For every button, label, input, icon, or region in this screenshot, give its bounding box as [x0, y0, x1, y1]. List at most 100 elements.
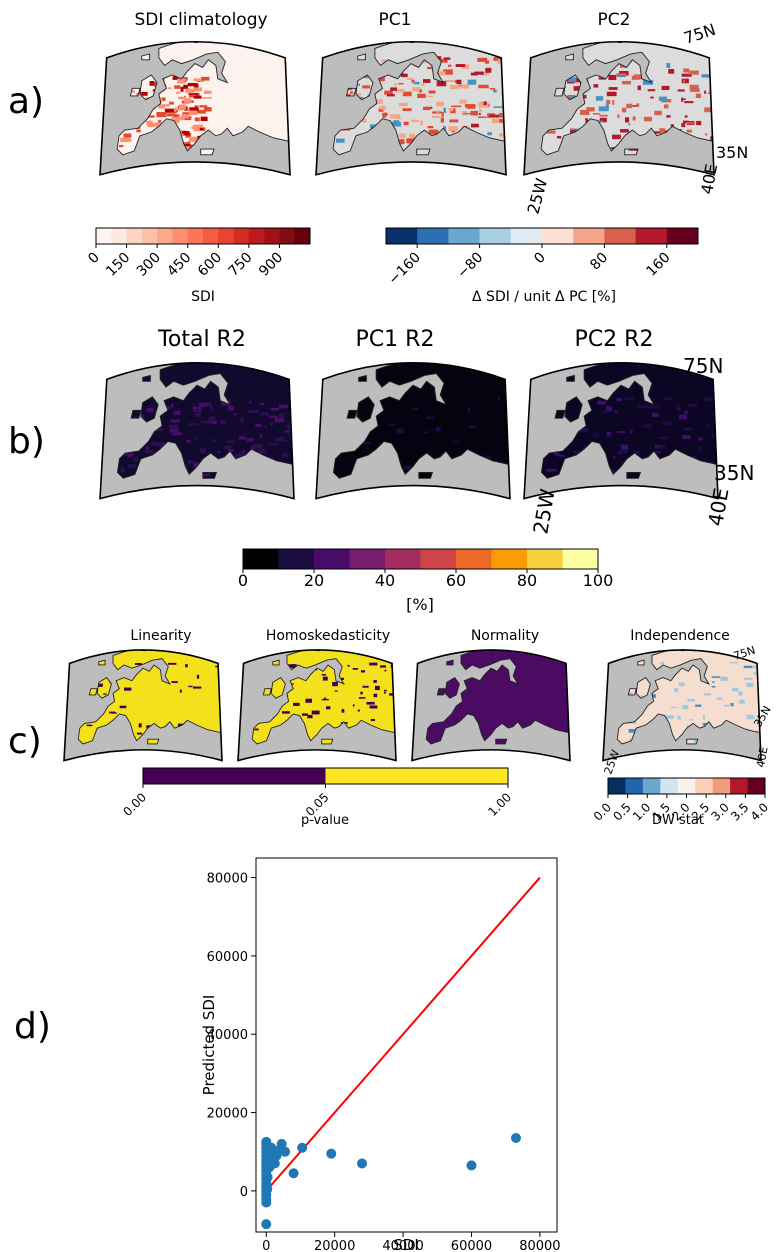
colorbar-tick-label: 40	[375, 571, 395, 590]
colorbar-tick-label: 0.0	[591, 800, 614, 823]
panel-label-a: a)	[8, 81, 44, 122]
colorbar-swatch	[243, 549, 279, 569]
colorbar-swatch	[294, 228, 311, 244]
scatter-xlabel: SDI	[393, 1236, 419, 1252]
colorbar-tick-label: 1.00	[485, 790, 514, 819]
colorbar-swatch	[279, 228, 296, 244]
colorbar-frame	[242, 548, 599, 570]
colorbar-swatch	[126, 228, 143, 244]
map-title-linearity: Linearity	[130, 628, 191, 644]
maps-row-b	[99, 362, 719, 500]
map-pc1	[315, 40, 507, 176]
scatter-point	[357, 1158, 368, 1169]
colorbar-swatch	[278, 549, 315, 569]
map-title-homoskedasticity: Homoskedasticity	[266, 628, 390, 644]
y-tick-label: 40000	[207, 1028, 248, 1043]
map-title-sdi-climatology: SDI climatology	[134, 10, 267, 30]
colorbar-tick-label: 0.00	[120, 790, 149, 819]
scatter-points	[261, 1133, 521, 1230]
colorbar-tick-label: 80	[517, 571, 537, 590]
x-tick-label: 40000	[382, 1239, 423, 1252]
colorbar-swatch	[712, 778, 731, 794]
panel-label-d: d)	[14, 1006, 51, 1047]
colorbar-tick-label: 600	[195, 250, 225, 280]
colorbar-tick-label: 160	[643, 250, 673, 280]
maps-row-c	[63, 649, 762, 762]
colorbar-swatch	[385, 549, 421, 569]
scatter-point	[269, 1158, 280, 1169]
scatter-point	[261, 1219, 272, 1230]
colorbar-swatch	[456, 549, 492, 569]
y-tick-label: 60000	[207, 950, 248, 965]
colorbar-swatch	[479, 228, 512, 244]
coord-label-75n-a: 75N	[681, 20, 718, 48]
colorbar-swatch	[96, 228, 112, 244]
x-tick-label: 20000	[314, 1239, 355, 1252]
colorbar-tick-label: 0.5	[610, 800, 633, 823]
colorbar-swatch	[187, 228, 204, 244]
colorbar-swatch	[527, 549, 563, 569]
colorbar-tick-label: 750	[225, 250, 255, 280]
map-title-independence: Independence	[630, 628, 730, 644]
colorbar-dw-label: DW stat	[652, 813, 704, 828]
scatter-point	[466, 1160, 477, 1171]
scatter-point	[276, 1138, 287, 1149]
colorbar-swatch	[510, 228, 543, 244]
colorbar-swatch	[248, 228, 265, 244]
colorbar-swatch	[562, 549, 599, 569]
coord-label-75n-b: 75N	[683, 354, 723, 378]
reference-line	[265, 876, 541, 1192]
colorbar-tick-label: 450	[164, 250, 194, 280]
colorbar-tick-label: 100	[583, 571, 614, 590]
scatter-point	[297, 1142, 308, 1153]
colorbar-p-value: 0.00 0.05 1.00	[120, 767, 514, 819]
map-pc2	[523, 40, 715, 176]
map-clim	[99, 40, 291, 176]
maps-row-a	[99, 40, 715, 176]
colorbar-swatch	[625, 778, 644, 794]
colorbar-swatch	[218, 228, 234, 244]
colorbar-p-value-label: p-value	[301, 813, 349, 828]
colorbar-swatch	[747, 778, 766, 794]
colorbar-swatch	[677, 778, 696, 794]
colorbar-tick-label: 20	[304, 571, 324, 590]
scatter-point	[262, 1172, 273, 1183]
scatter-point	[280, 1146, 291, 1157]
colorbar-tick-label: 3.0	[708, 800, 731, 823]
coord-label-25w-a: 25W	[524, 176, 552, 216]
colorbar-tick-label: 900	[256, 250, 286, 280]
map-r2total	[99, 362, 295, 500]
colorbar-swatch	[314, 549, 350, 569]
colorbar-swatch	[141, 228, 158, 244]
map-title-pc1: PC1	[379, 10, 412, 30]
map-title-normality: Normality	[471, 628, 539, 644]
colorbar-swatch	[642, 778, 661, 794]
colorbar-swatch	[666, 228, 699, 244]
colorbar-tick-label: 1.0	[630, 800, 653, 823]
colorbar-swatch	[157, 228, 173, 244]
x-tick-label: 80000	[519, 1239, 560, 1252]
map-homo	[237, 649, 397, 762]
coord-label-35n-b: 35N	[714, 461, 754, 485]
colorbar-swatch	[203, 228, 219, 244]
map-title-total-r2: Total R2	[157, 327, 246, 352]
scatter-point	[266, 1142, 277, 1153]
x-tick-label: 60000	[451, 1239, 492, 1252]
map-title-pc2: PC2	[598, 10, 631, 30]
map-r2pc1	[315, 362, 511, 500]
colorbar-tick-label: 4.0	[748, 800, 771, 823]
colorbar-swatch	[573, 228, 605, 244]
colorbar-tick-label: 60	[446, 571, 466, 590]
coord-label-75n-c: 75N	[732, 644, 757, 663]
map-title-pc2-r2: PC2 R2	[575, 327, 654, 352]
colorbar-tick-label: −80	[454, 250, 486, 282]
x-tick-label: 0	[262, 1239, 270, 1252]
scatter-ticks: 0 20000 40000 60000 80000 0 20000 40000 60000 800…	[207, 872, 561, 1252]
coord-label-35n-a: 35N	[716, 143, 748, 162]
coord-label-40e-a: 40E	[697, 162, 721, 195]
scatter-plot: 0 20000 40000 60000 80000 0 20000 40000 60000 800…	[207, 857, 561, 1252]
colorbar-swatch	[542, 228, 574, 244]
colorbar-tick-label: 300	[134, 250, 164, 280]
colorbar-swatch	[264, 228, 280, 244]
